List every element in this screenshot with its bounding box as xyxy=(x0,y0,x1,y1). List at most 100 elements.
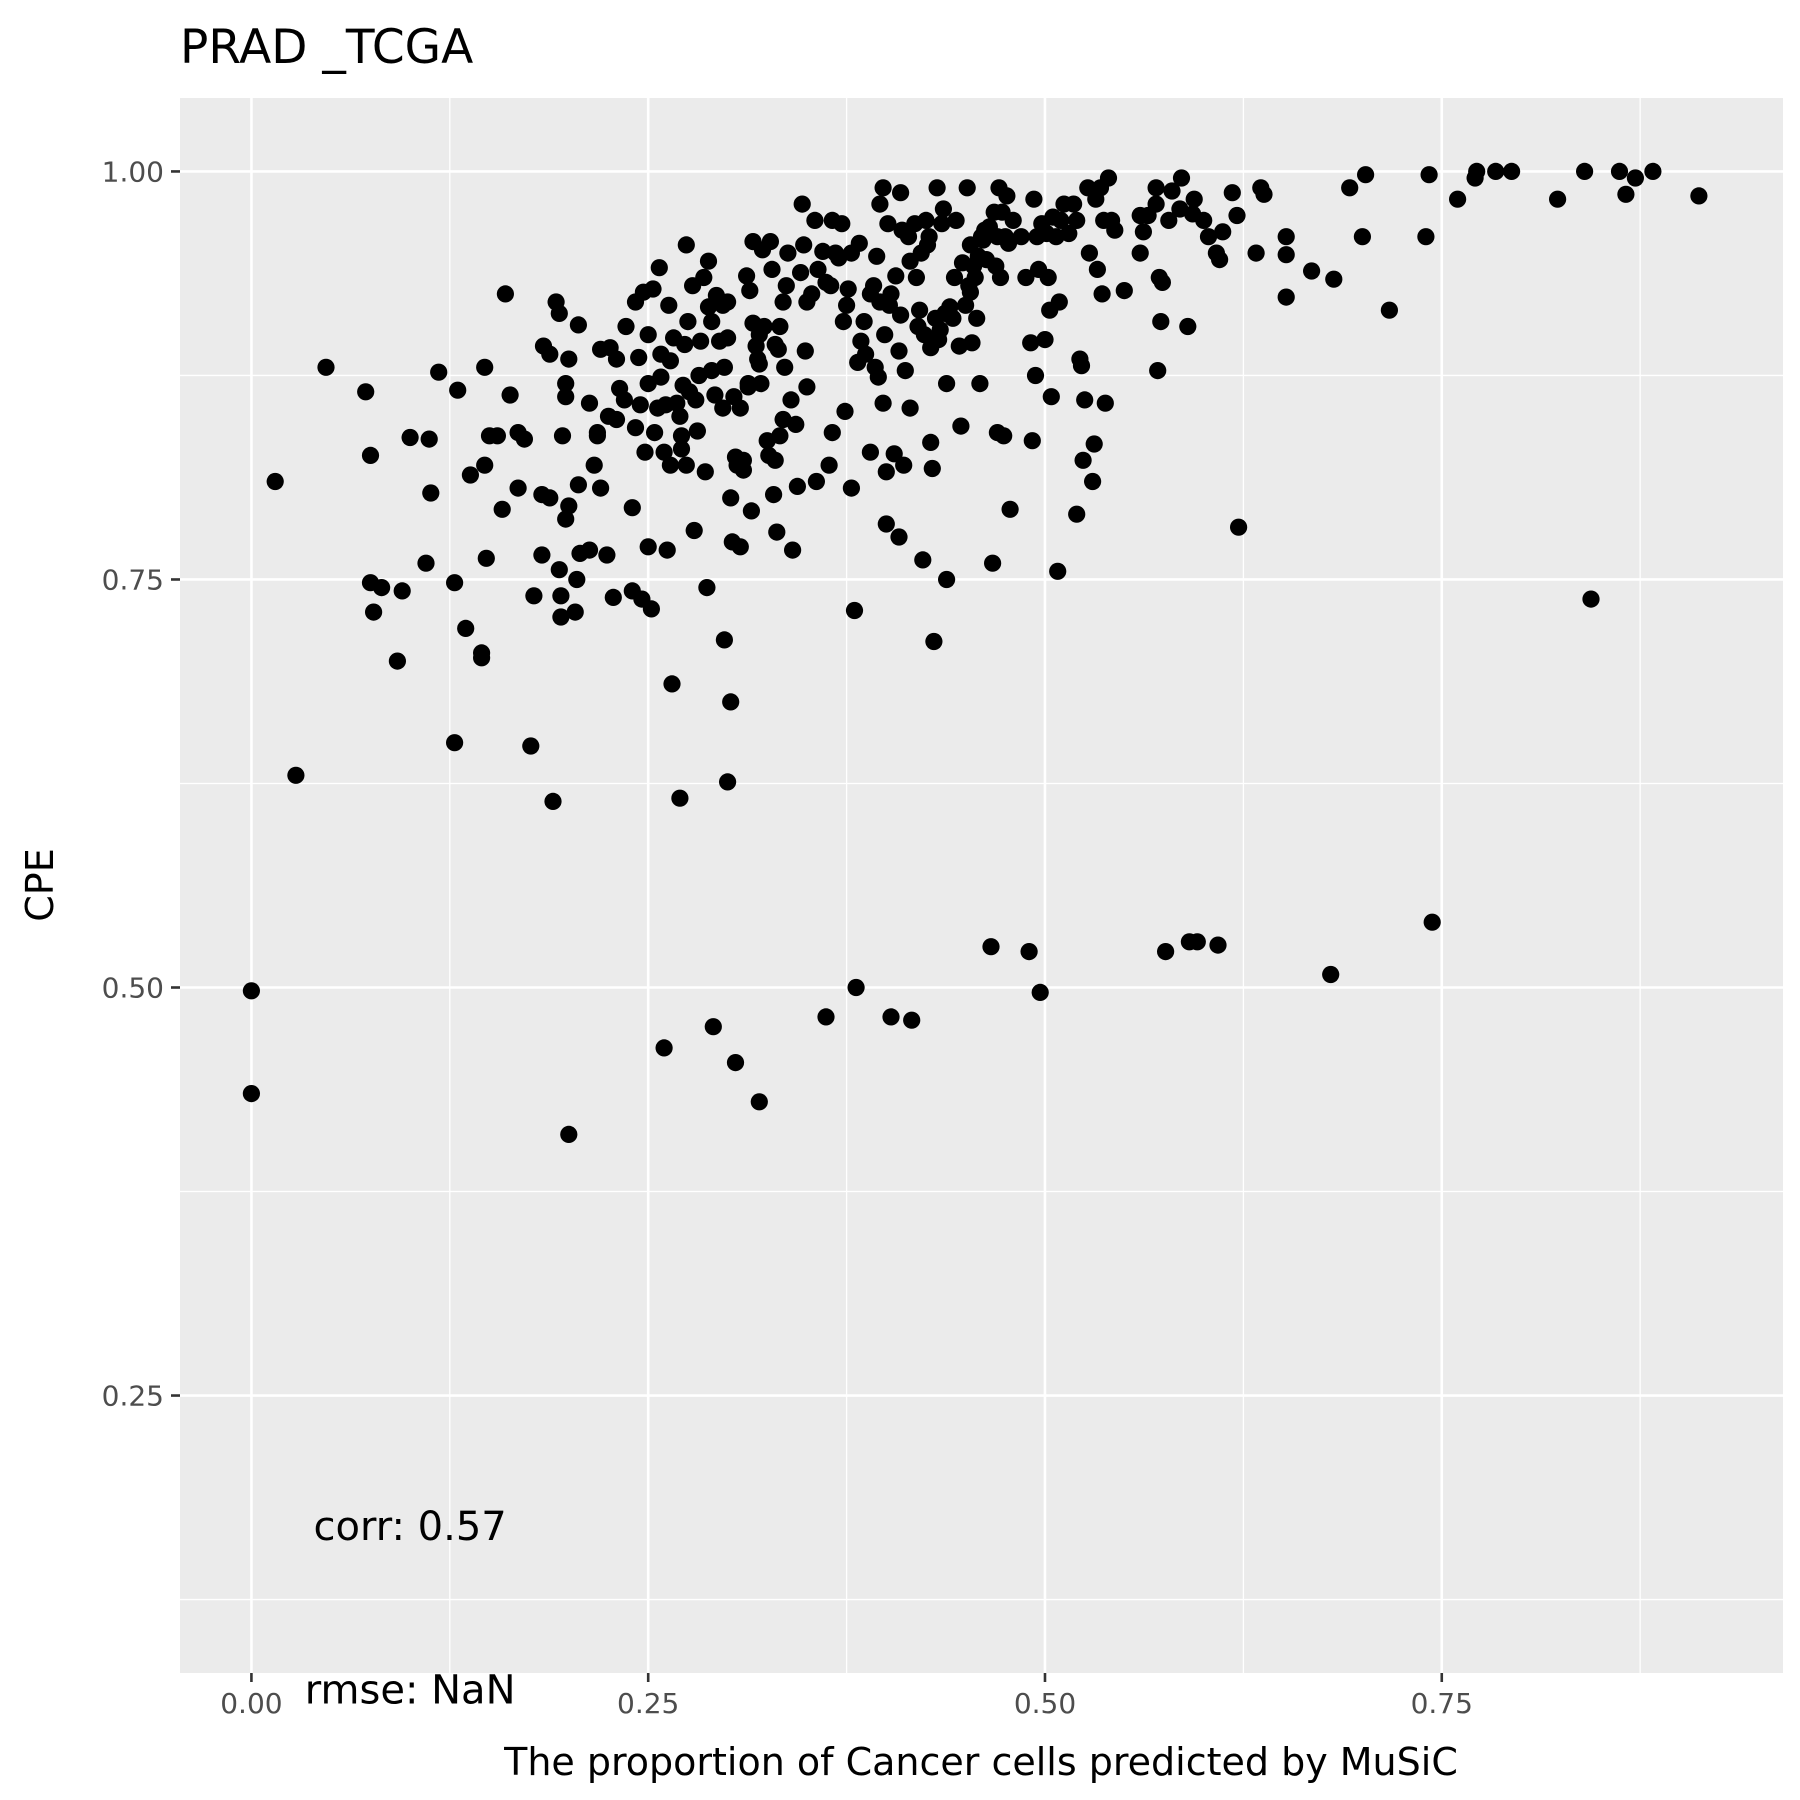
data-point xyxy=(920,228,938,246)
data-point xyxy=(907,268,926,287)
data-point xyxy=(1084,472,1102,491)
data-point xyxy=(493,500,511,518)
data-point xyxy=(776,358,794,376)
data-point xyxy=(598,546,616,564)
data-point xyxy=(365,603,383,621)
data-point xyxy=(663,675,681,693)
data-point xyxy=(706,386,724,404)
data-point xyxy=(477,549,495,567)
data-point xyxy=(642,600,661,618)
data-point xyxy=(361,446,380,464)
data-point xyxy=(1417,228,1435,246)
data-point xyxy=(895,456,913,474)
data-point xyxy=(842,479,861,497)
data-point xyxy=(1199,228,1218,246)
data-point xyxy=(820,456,838,474)
data-point xyxy=(461,466,479,484)
data-point xyxy=(671,407,689,425)
data-point xyxy=(784,541,802,559)
data-point xyxy=(931,321,949,339)
data-point xyxy=(560,497,578,515)
data-point xyxy=(787,415,805,433)
data-point xyxy=(1020,943,1038,961)
data-point xyxy=(1157,943,1175,961)
data-point xyxy=(865,277,883,295)
data-point xyxy=(901,399,919,417)
data-point xyxy=(1179,317,1197,336)
data-point xyxy=(704,1018,722,1036)
data-point xyxy=(958,179,976,197)
data-point xyxy=(541,345,559,363)
data-point xyxy=(792,264,810,282)
data-point xyxy=(925,632,943,651)
data-point xyxy=(966,268,984,287)
data-point xyxy=(1115,282,1133,300)
data-point xyxy=(592,479,610,497)
data-point xyxy=(903,1011,921,1029)
annotation-label: corr: 0.57 xyxy=(314,1504,507,1550)
data-point xyxy=(446,574,464,592)
data-point xyxy=(1303,262,1321,280)
data-point xyxy=(660,296,678,314)
data-point xyxy=(1022,334,1040,352)
data-point xyxy=(698,579,716,597)
data-point xyxy=(738,267,756,285)
data-point xyxy=(715,631,734,649)
data-point xyxy=(765,486,783,504)
data-point xyxy=(995,427,1013,445)
data-point xyxy=(796,342,814,360)
data-point xyxy=(639,326,657,344)
data-point xyxy=(585,456,603,474)
data-point xyxy=(890,342,908,360)
data-point xyxy=(1072,357,1091,375)
data-point xyxy=(639,538,657,556)
minor-gridlines xyxy=(180,98,1783,1673)
data-point xyxy=(1163,182,1181,200)
data-point xyxy=(650,259,668,277)
data-point xyxy=(803,285,821,303)
data-point xyxy=(580,541,599,559)
data-point xyxy=(604,588,622,607)
data-point xyxy=(1042,388,1060,406)
data-point xyxy=(639,375,657,393)
data-point xyxy=(607,410,626,429)
data-point xyxy=(793,195,811,213)
data-point xyxy=(476,456,494,474)
data-point xyxy=(769,340,787,358)
data-point xyxy=(885,445,903,463)
data-point xyxy=(626,419,645,437)
data-point xyxy=(899,228,918,246)
data-point xyxy=(1549,190,1567,208)
data-point xyxy=(877,515,895,533)
y-tick-label: 0.50 xyxy=(102,972,164,1005)
data-points xyxy=(242,162,1708,1143)
data-point xyxy=(515,430,534,448)
data-point xyxy=(630,348,648,367)
data-point xyxy=(809,260,827,278)
data-point xyxy=(677,456,695,474)
data-point xyxy=(839,280,857,298)
data-point xyxy=(1052,211,1070,229)
data-point xyxy=(1076,391,1094,409)
data-point xyxy=(945,268,964,287)
data-point xyxy=(719,773,737,791)
data-point xyxy=(357,383,375,401)
data-point xyxy=(1149,362,1167,380)
data-point xyxy=(998,187,1016,205)
data-point xyxy=(388,652,406,670)
data-point xyxy=(1096,394,1114,412)
data-point xyxy=(755,317,773,336)
data-point xyxy=(1134,223,1152,241)
data-point xyxy=(1209,936,1227,954)
data-point xyxy=(1025,190,1043,208)
data-point xyxy=(1644,162,1662,180)
x-tick-label: 0.25 xyxy=(617,1687,679,1720)
data-point xyxy=(1214,223,1232,241)
data-point xyxy=(722,489,740,507)
data-point xyxy=(823,424,841,442)
data-point xyxy=(672,440,691,458)
data-point xyxy=(817,1008,835,1026)
chart-title: PRAD _TCGA xyxy=(180,20,473,75)
data-point xyxy=(1147,179,1165,197)
data-point xyxy=(882,1008,900,1026)
